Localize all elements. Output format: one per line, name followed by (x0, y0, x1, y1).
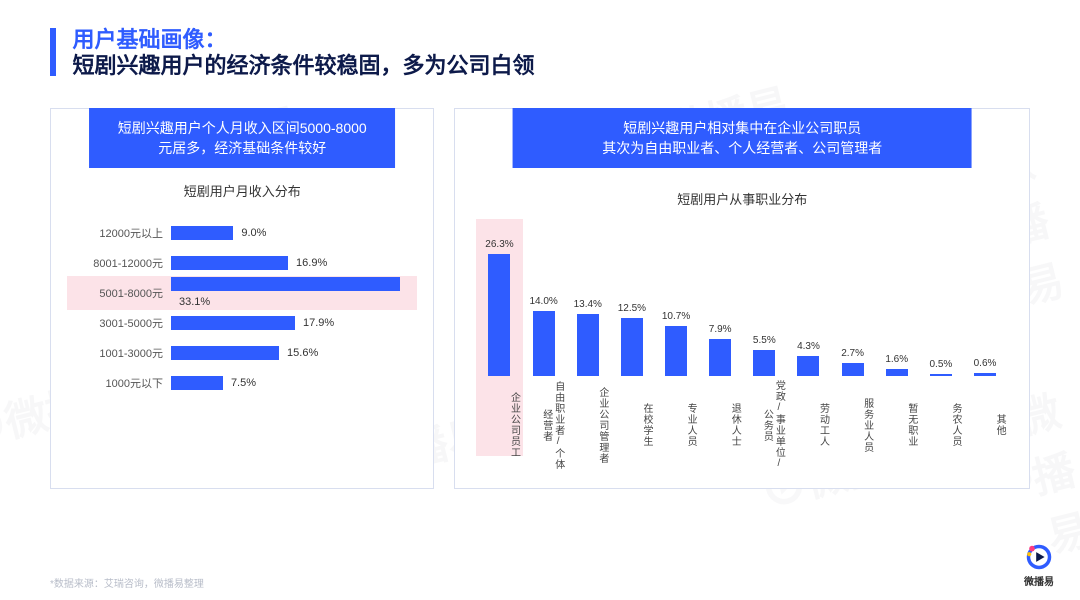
vbar-bar (886, 369, 908, 376)
vbar-bar (930, 374, 952, 376)
left-panel: 短剧兴趣用户个人月收入区间5000-8000元居多，经济基础条件较好 短剧用户月… (50, 108, 434, 489)
hbar-label: 1000元以下 (71, 375, 171, 391)
vbar-bar (974, 373, 996, 376)
hbar-value: 17.9% (303, 317, 334, 329)
vbar-col: 26.3% (479, 239, 519, 376)
hbar-value: 16.9% (296, 257, 327, 269)
hbar-label: 1001-3000元 (71, 345, 171, 361)
header-text: 用户基础画像： 短剧兴趣用户的经济条件较稳固，多为公司白领 (72, 28, 534, 80)
vbar-col: 12.5% (612, 303, 652, 376)
vbar-label: 其他 (965, 380, 1005, 470)
vbar-bar (488, 254, 510, 376)
vbar-label: 专业人员 (656, 380, 696, 470)
header: 用户基础画像： 短剧兴趣用户的经济条件较稳固，多为公司白领 (0, 0, 1080, 90)
vbar-col: 13.4% (568, 299, 608, 376)
vbar-value: 14.0% (529, 296, 557, 307)
vbar-value: 0.6% (974, 358, 997, 369)
hbar-value: 33.1% (179, 296, 210, 308)
panels: 短剧兴趣用户个人月收入区间5000-8000元居多，经济基础条件较好 短剧用户月… (0, 90, 1080, 489)
vbar-label: 暂无职业 (877, 380, 917, 470)
vbar-bar (709, 339, 731, 376)
hbar-label: 12000元以上 (71, 225, 171, 241)
vbar-col: 7.9% (700, 324, 740, 376)
hbar-bar (171, 316, 295, 330)
vbar-value: 10.7% (662, 311, 690, 322)
vbar-value: 4.3% (797, 341, 820, 352)
vbar-col: 14.0% (524, 296, 564, 376)
vbar-value: 7.9% (709, 324, 732, 335)
vbar-bar (533, 311, 555, 376)
income-bar-chart: 12000元以上 9.0% 8001-12000元 16.9% 5001-8000元 33… (71, 218, 413, 398)
vbar-col: 0.5% (921, 359, 961, 376)
hbar-bar (171, 226, 233, 240)
vbar-label: 在校学生 (612, 380, 652, 470)
vbar-value: 26.3% (485, 239, 513, 250)
hbar-row: 3001-5000元 17.9% (71, 308, 413, 338)
vbar-bar (577, 314, 599, 376)
source-footer: *数据来源：艾瑞咨询，微播易整理 (50, 575, 204, 590)
hbar-label: 5001-8000元 (71, 285, 171, 301)
logo-text: 微播易 (1024, 573, 1054, 588)
hbar-row: 5001-8000元 33.1% (71, 278, 413, 308)
vbar-label: 党政/事业单位/公务员 (744, 380, 784, 470)
vbar-label: 服务业人员 (833, 380, 873, 470)
vbar-label: 退休人士 (700, 380, 740, 470)
vbar-col: 4.3% (788, 341, 828, 376)
vbar-col: 0.6% (965, 358, 1005, 376)
vbar-value: 13.4% (574, 299, 602, 310)
vbar-value: 12.5% (618, 303, 646, 314)
left-chart-title: 短剧用户月收入分布 (71, 181, 413, 200)
hbar-row: 1001-3000元 15.6% (71, 338, 413, 368)
brand-logo: 微播易 (1024, 543, 1054, 588)
hbar-label: 3001-5000元 (71, 315, 171, 331)
vbar-col: 10.7% (656, 311, 696, 376)
hbar-value: 9.0% (241, 227, 266, 239)
vbar-bar (842, 363, 864, 376)
vbar-label: 劳动工人 (788, 380, 828, 470)
hbar-bar (171, 376, 223, 390)
vbar-value: 1.6% (885, 354, 908, 365)
left-panel-header: 短剧兴趣用户个人月收入区间5000-8000元居多，经济基础条件较好 (89, 108, 395, 168)
hbar-label: 8001-12000元 (71, 255, 171, 271)
hbar-bar (171, 346, 279, 360)
hbar-row: 12000元以上 9.0% (71, 218, 413, 248)
title-line2: 短剧兴趣用户的经济条件较稳固，多为公司白领 (72, 52, 534, 80)
vbar-col: 1.6% (877, 354, 917, 376)
vbar-label: 企业公司管理者 (568, 380, 608, 470)
vbar-col: 5.5% (744, 335, 784, 376)
hbar-row: 8001-12000元 16.9% (71, 248, 413, 278)
vbar-bar (665, 326, 687, 376)
title-line1: 用户基础画像： (72, 28, 534, 52)
vbar-value: 2.7% (841, 348, 864, 359)
hbar-bar (171, 277, 400, 291)
vbar-value: 0.5% (929, 359, 952, 370)
vbar-label: 企业公司员工 (479, 380, 519, 470)
logo-icon (1025, 543, 1053, 571)
occupation-labels: 企业公司员工自由职业者/个体经营者企业公司管理者在校学生专业人员退休人士党政/事… (475, 376, 1009, 470)
vbar-bar (621, 318, 643, 376)
occupation-bar-chart: 26.3% 14.0% 13.4% 12.5% 10.7% 7.9% 5.5% 4.3% 2.7… (475, 226, 1009, 376)
hbar-bar (171, 256, 288, 270)
vbar-value: 5.5% (753, 335, 776, 346)
vbar-col: 2.7% (833, 348, 873, 376)
right-chart-title: 短剧用户从事职业分布 (475, 189, 1009, 208)
hbar-row: 1000元以下 7.5% (71, 368, 413, 398)
right-panel-header: 短剧兴趣用户相对集中在企业公司职员 其次为自由职业者、个人经营者、公司管理者 (513, 108, 972, 168)
vbar-bar (797, 356, 819, 376)
right-panel: 短剧兴趣用户相对集中在企业公司职员 其次为自由职业者、个人经营者、公司管理者 短… (454, 108, 1030, 489)
hbar-value: 15.6% (287, 347, 318, 359)
accent-bar (50, 28, 56, 76)
hbar-value: 7.5% (231, 377, 256, 389)
vbar-label: 自由职业者/个体经营者 (524, 380, 564, 470)
vbar-bar (753, 350, 775, 376)
vbar-label: 务农人员 (921, 380, 961, 470)
